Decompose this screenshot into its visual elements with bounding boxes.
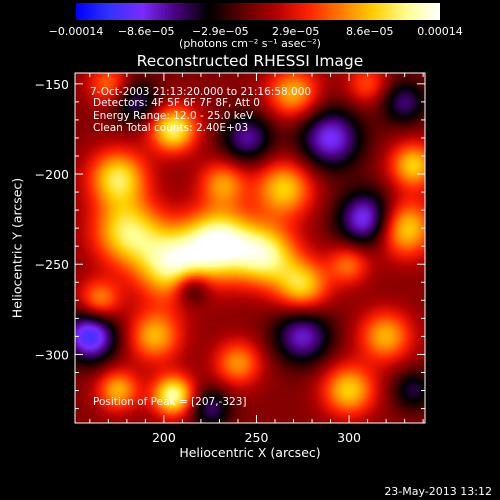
- x-tick-label: 200: [152, 430, 176, 445]
- x-tick-label: 250: [245, 430, 269, 445]
- heatmap-image: [75, 73, 425, 423]
- colorbar-tick-label: −2.9e−05: [191, 25, 249, 38]
- y-axis-label: Heliocentric Y (arcsec): [9, 177, 25, 319]
- annotation-energy: Energy Range: 12.0 - 25.0 keV: [93, 110, 254, 122]
- annotation-peak-position: Position of Peak = [207,-323]: [93, 396, 247, 408]
- colorbar-tick-labels: −0.00014 −8.6e−05 −2.9e−05 2.9e−05 8.6e−05 0.…: [0, 20, 500, 44]
- plot-frame: [74, 72, 426, 424]
- colorbar-unit-label: (photons cm⁻² s⁻¹ asec⁻²): [179, 37, 321, 50]
- colorbar-gradient: [76, 3, 440, 20]
- colorbar-tick-label: −8.6e−05: [117, 25, 175, 38]
- annotation-clean: Clean Total counts: 2.40E+03: [93, 122, 249, 134]
- annotation-time-range: 7-Oct-2003 21:13:20.000 to 21:16:58.000: [90, 86, 312, 98]
- y-tick-label: −250: [35, 257, 69, 272]
- y-tick-label: −300: [35, 347, 69, 362]
- x-tick-label: 300: [337, 430, 361, 445]
- y-tick-label: −200: [35, 167, 69, 182]
- x-axis-label: Heliocentric X (arcsec): [179, 445, 321, 460]
- colorbar-tick-label: 8.6e−05: [346, 25, 394, 38]
- colorbar-tick-label: 2.9e−05: [271, 25, 320, 38]
- chart-title: Reconstructed RHESSI Image: [136, 52, 364, 70]
- date-stamp: 23-May-2013 13:12: [384, 485, 492, 498]
- annotation-detectors: Detectors: 4F 5F 6F 7F 8F, Att 0: [93, 97, 260, 109]
- colorbar-tick-label: −0.00014: [48, 25, 104, 38]
- colorbar-tick-label: 0.00014: [417, 25, 463, 38]
- y-tick-label: −150: [35, 77, 69, 92]
